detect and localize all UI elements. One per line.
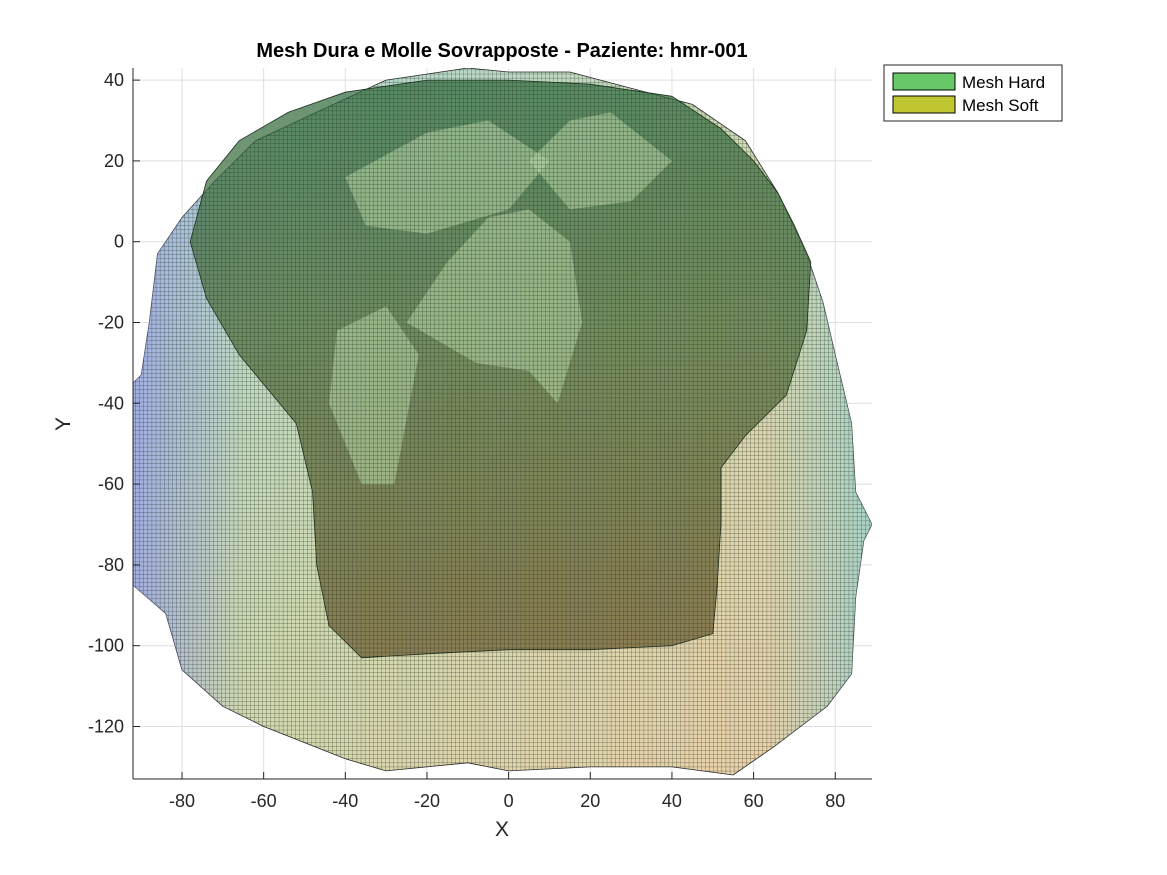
x-tick-label: 80 (825, 791, 845, 811)
y-axis-label: Y (52, 417, 75, 431)
legend: Mesh Hard Mesh Soft (884, 65, 1062, 121)
y-tick-label: -100 (88, 636, 124, 656)
legend-label-mesh-soft: Mesh Soft (962, 96, 1039, 115)
x-tick-label: -60 (251, 791, 277, 811)
y-tick-label: 20 (104, 151, 124, 171)
y-tick-label: 0 (114, 232, 124, 252)
y-tick-label: -20 (98, 313, 124, 333)
x-tick-label: -40 (332, 791, 358, 811)
y-tick-label: -80 (98, 555, 124, 575)
x-tick-label: -20 (414, 791, 440, 811)
x-tick-label: -80 (169, 791, 195, 811)
legend-swatch-mesh-hard (893, 73, 955, 90)
x-tick-label: 40 (662, 791, 682, 811)
y-tick-label: -40 (98, 393, 124, 413)
y-ticks: 40 20 0 -20 -40 -60 -80 -100 -120 (88, 70, 140, 736)
legend-label-mesh-hard: Mesh Hard (962, 73, 1045, 92)
mesh-grid-lines (133, 68, 872, 775)
x-axis-label: X (495, 818, 509, 841)
chart-title: Mesh Dura e Molle Sovrapposte - Paziente… (256, 40, 747, 62)
legend-swatch-mesh-soft (893, 96, 955, 113)
y-tick-label: -120 (88, 716, 124, 736)
x-tick-label: 0 (504, 791, 514, 811)
y-tick-label: -60 (98, 474, 124, 494)
y-tick-label: 40 (104, 70, 124, 90)
x-tick-label: 20 (580, 791, 600, 811)
x-tick-label: 60 (744, 791, 764, 811)
